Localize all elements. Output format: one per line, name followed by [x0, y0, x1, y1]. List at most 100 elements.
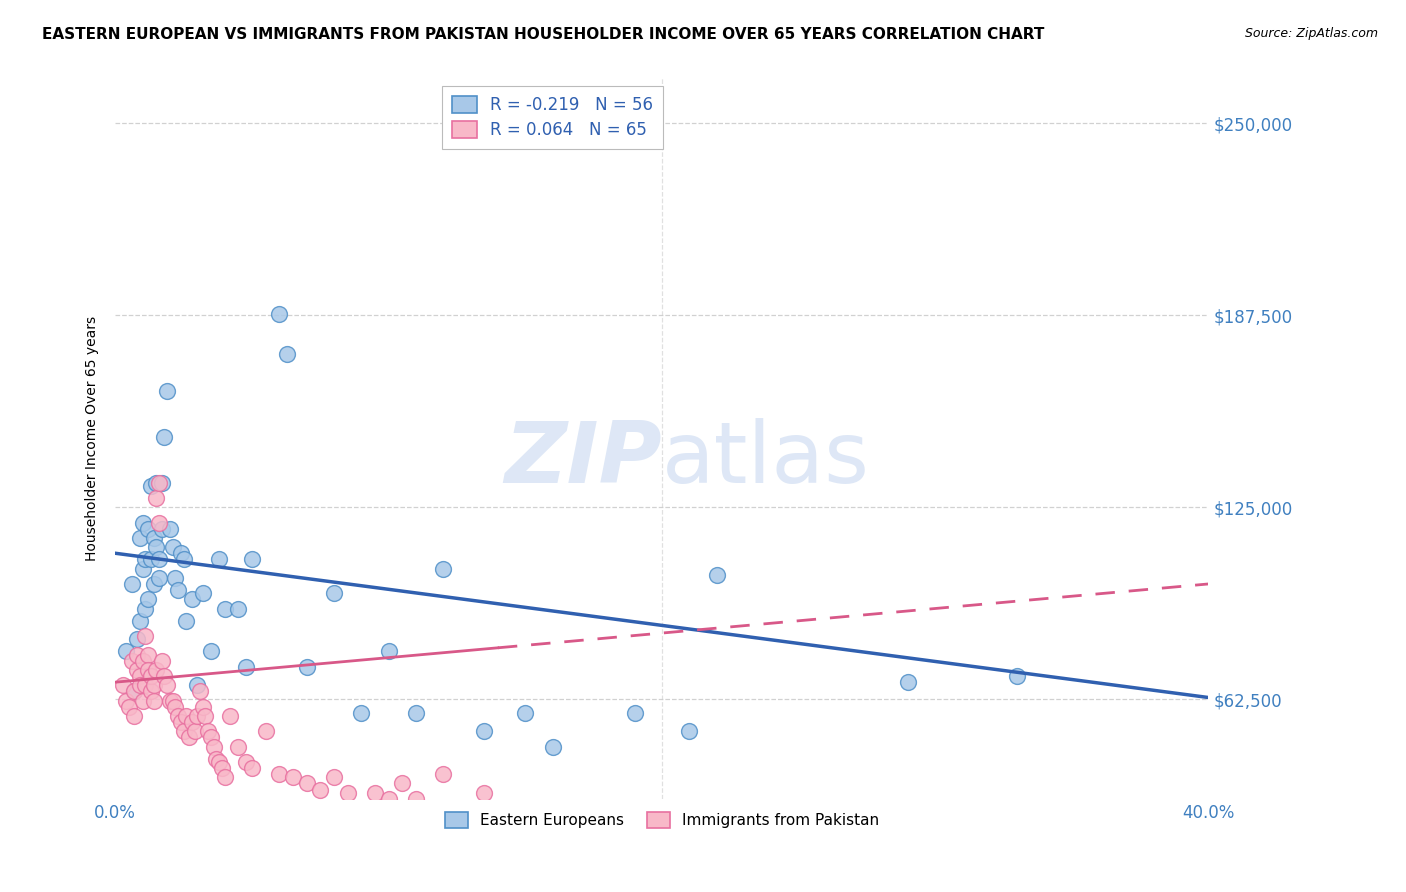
Point — [1005, 669, 1028, 683]
Point — [235, 660, 257, 674]
Point — [295, 776, 318, 790]
Point — [118, 699, 141, 714]
Point — [322, 770, 344, 784]
Point — [214, 601, 236, 615]
Point — [211, 761, 233, 775]
Point — [128, 678, 150, 692]
Point — [139, 479, 162, 493]
Point — [165, 699, 187, 714]
Point — [124, 684, 146, 698]
Point — [176, 614, 198, 628]
Point — [405, 792, 427, 806]
Point — [194, 709, 217, 723]
Legend: Eastern Europeans, Immigrants from Pakistan: Eastern Europeans, Immigrants from Pakis… — [439, 806, 886, 835]
Point — [623, 706, 645, 720]
Point — [167, 709, 190, 723]
Point — [176, 709, 198, 723]
Point — [159, 522, 181, 536]
Point — [191, 699, 214, 714]
Point — [322, 586, 344, 600]
Point — [235, 755, 257, 769]
Point — [472, 786, 495, 800]
Point — [214, 770, 236, 784]
Point — [148, 552, 170, 566]
Point — [136, 522, 159, 536]
Point — [208, 552, 231, 566]
Text: atlas: atlas — [662, 418, 870, 501]
Point — [336, 786, 359, 800]
Point — [432, 561, 454, 575]
Point — [145, 663, 167, 677]
Point — [142, 678, 165, 692]
Point — [186, 678, 208, 692]
Point — [295, 660, 318, 674]
Point — [150, 654, 173, 668]
Text: Source: ZipAtlas.com: Source: ZipAtlas.com — [1244, 27, 1378, 40]
Point — [197, 724, 219, 739]
Point — [162, 693, 184, 707]
Point — [136, 648, 159, 662]
Point — [115, 644, 138, 658]
Point — [156, 678, 179, 692]
Point — [377, 644, 399, 658]
Text: ZIP: ZIP — [505, 418, 662, 501]
Point — [127, 632, 149, 647]
Point — [173, 724, 195, 739]
Point — [188, 684, 211, 698]
Point — [134, 552, 156, 566]
Point — [200, 731, 222, 745]
Point — [148, 475, 170, 490]
Point — [240, 761, 263, 775]
Point — [162, 540, 184, 554]
Point — [706, 567, 728, 582]
Point — [191, 586, 214, 600]
Point — [219, 709, 242, 723]
Point — [202, 739, 225, 754]
Point — [136, 592, 159, 607]
Point — [127, 648, 149, 662]
Point — [128, 531, 150, 545]
Point — [515, 706, 537, 720]
Point — [200, 644, 222, 658]
Point — [269, 767, 291, 781]
Point — [183, 724, 205, 739]
Point — [156, 384, 179, 398]
Point — [124, 709, 146, 723]
Point — [131, 654, 153, 668]
Point — [127, 663, 149, 677]
Y-axis label: Householder Income Over 65 years: Householder Income Over 65 years — [86, 316, 100, 561]
Point — [177, 731, 200, 745]
Point — [131, 516, 153, 530]
Point — [131, 561, 153, 575]
Point — [897, 675, 920, 690]
Point — [226, 739, 249, 754]
Point — [142, 531, 165, 545]
Point — [167, 583, 190, 598]
Point — [180, 715, 202, 730]
Point — [134, 678, 156, 692]
Point — [128, 669, 150, 683]
Point — [139, 684, 162, 698]
Point — [139, 669, 162, 683]
Text: EASTERN EUROPEAN VS IMMIGRANTS FROM PAKISTAN HOUSEHOLDER INCOME OVER 65 YEARS CO: EASTERN EUROPEAN VS IMMIGRANTS FROM PAKI… — [42, 27, 1045, 42]
Point — [131, 693, 153, 707]
Point — [541, 739, 564, 754]
Point — [377, 792, 399, 806]
Point — [159, 693, 181, 707]
Point — [309, 782, 332, 797]
Point — [139, 552, 162, 566]
Point — [165, 571, 187, 585]
Point — [150, 522, 173, 536]
Point — [205, 752, 228, 766]
Point — [150, 475, 173, 490]
Point — [186, 709, 208, 723]
Point — [136, 663, 159, 677]
Point — [269, 307, 291, 321]
Point — [276, 347, 298, 361]
Point — [173, 552, 195, 566]
Point — [364, 786, 387, 800]
Point — [134, 629, 156, 643]
Point — [391, 776, 413, 790]
Point — [153, 429, 176, 443]
Point — [134, 601, 156, 615]
